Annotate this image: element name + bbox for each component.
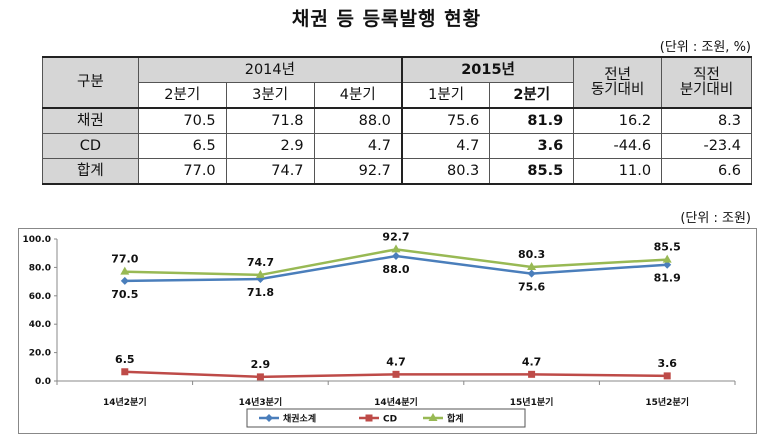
table-cell: 81.9: [489, 107, 575, 134]
header-yoy-line1: 전년: [604, 66, 631, 83]
table-cell: 11.0: [573, 158, 663, 185]
data-point: [663, 372, 671, 380]
legend-marker: [265, 414, 273, 422]
data-label: 70.5: [111, 288, 138, 301]
data-point: [663, 260, 672, 269]
header-yoy: 전년 동기대비: [573, 56, 663, 109]
chart-unit-label: (단위 : 조원): [680, 211, 751, 226]
data-point: [662, 254, 672, 263]
table-cell: 6.6: [661, 158, 752, 185]
data-point: [255, 269, 265, 278]
data-point: [527, 269, 536, 278]
row-label: 합계: [42, 158, 139, 185]
row-label: 채권: [42, 107, 139, 134]
data-label: 3.6: [657, 357, 677, 370]
page-title: 채권 등 등록발행 현황: [291, 8, 482, 30]
data-label: 74.7: [247, 256, 274, 269]
table-header-row-2: 2분기 3분기 4분기 1분기 2분기: [43, 82, 752, 109]
table-cell: 75.6: [400, 107, 491, 134]
registration-table: 구분 2014년 2015년 전년 동기대비 직전 분기대비 2분기 3분기 4…: [42, 56, 752, 185]
data-point: [528, 370, 536, 378]
data-point: [527, 261, 537, 270]
data-label: 4.7: [522, 355, 542, 368]
legend-label: 채권소계: [283, 413, 316, 425]
header-qoq-line2: 분기대비: [679, 81, 734, 98]
table-cell: 70.5: [137, 107, 227, 134]
row-label: CD: [42, 133, 139, 159]
x-tick-label: 15년1분기: [510, 396, 554, 408]
data-point: [121, 368, 129, 376]
data-point: [120, 276, 129, 285]
header-qoq: 직전 분기대비: [661, 56, 752, 109]
x-tick-label: 14년4분기: [374, 396, 418, 408]
data-point: [256, 373, 264, 381]
data-label: 71.8: [247, 286, 274, 299]
table-cell: 4.7: [313, 133, 403, 159]
table-cell: 74.7: [225, 158, 315, 185]
table-cell: -23.4: [661, 133, 752, 159]
y-tick-label: 100.0: [23, 235, 51, 245]
data-label: 81.9: [654, 272, 681, 285]
table-cell: 92.7: [313, 158, 403, 185]
y-tick-label: 20.0: [29, 349, 51, 359]
data-label: 92.7: [382, 230, 409, 243]
table-cell: 2.9: [225, 133, 315, 159]
data-point: [392, 370, 400, 378]
x-tick-label: 15년2분기: [645, 396, 689, 408]
table-cell: 4.7: [400, 133, 491, 159]
table-cell: 80.3: [400, 158, 491, 185]
data-point: [391, 244, 401, 253]
data-label: 80.3: [518, 248, 545, 261]
header-category: 구분: [42, 56, 139, 109]
data-label: 6.5: [115, 353, 135, 366]
header-yoy-line2: 동기대비: [590, 81, 645, 98]
y-tick-label: 0.0: [35, 377, 51, 387]
header-quarter: 3분기: [225, 82, 315, 109]
y-tick-label: 60.0: [29, 292, 51, 302]
table-header-row-1: 구분 2014년 2015년 전년 동기대비 직전 분기대비: [42, 56, 752, 109]
table-cell: 6.5: [137, 133, 227, 159]
table-cell: 8.3: [661, 107, 752, 134]
legend-box: [246, 408, 526, 428]
legend-label: 합계: [447, 413, 464, 425]
table-cell: 71.8: [225, 107, 315, 134]
table-row: 합계 77.0 74.7 92.7 80.3 85.5 11.0 6.6: [42, 158, 752, 185]
header-quarter: 2분기: [137, 82, 227, 109]
y-tick-label: 80.0: [29, 263, 51, 273]
data-label: 2.9: [251, 358, 271, 371]
legend-label: CD: [383, 415, 397, 425]
y-tick-label: 40.0: [29, 320, 51, 330]
data-point: [120, 266, 130, 275]
data-label: 88.0: [382, 263, 409, 276]
table-cell: -44.6: [573, 133, 663, 159]
table-cell: 88.0: [313, 107, 403, 134]
legend-marker: [365, 414, 373, 422]
x-tick-label: 14년2분기: [103, 396, 147, 408]
table-row: 채권 70.5 71.8 88.0 75.6 81.9 16.2 8.3: [42, 107, 752, 134]
table-cell: 77.0: [137, 158, 227, 185]
table-cell: 3.6: [489, 133, 575, 159]
header-quarter: 1분기: [400, 82, 491, 109]
header-quarter: 4분기: [313, 82, 403, 109]
line-chart: 0.0 20.0 40.0 60.0 80.0 100.0 14년2분기 14년3분기 14년4…: [23, 230, 736, 428]
x-tick-label: 14년3분기: [239, 396, 283, 408]
data-label: 4.7: [386, 355, 406, 368]
header-year-2015: 2015년: [400, 56, 575, 83]
chart-frame: 0.0 20.0 40.0 60.0 80.0 100.0 14년2분기 14년3분기 14년4…: [18, 228, 757, 434]
header-qoq-line1: 직전: [693, 66, 720, 83]
header-quarter: 2분기: [489, 82, 575, 109]
data-label: 85.5: [654, 241, 681, 254]
data-point: [392, 252, 400, 261]
legend-marker: [428, 413, 438, 421]
data-label: 77.0: [111, 253, 138, 266]
data-label: 75.6: [518, 281, 545, 294]
header-year-2014: 2014년: [137, 56, 403, 83]
table-cell: 16.2: [573, 107, 663, 134]
table-row: CD 6.5 2.9 4.7 4.7 3.6 -44.6 -23.4: [42, 133, 752, 159]
table-cell: 85.5: [489, 158, 575, 185]
table-unit-label: (단위 : 조원, %): [659, 40, 751, 55]
